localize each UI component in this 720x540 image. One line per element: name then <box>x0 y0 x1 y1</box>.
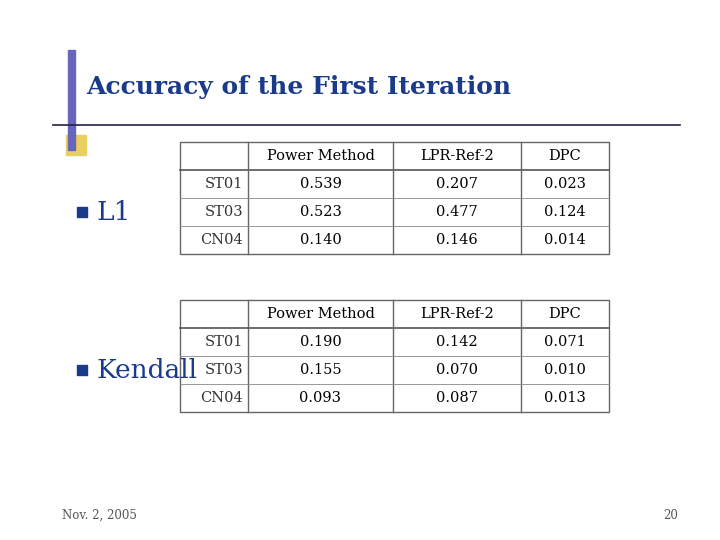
Text: 0.523: 0.523 <box>300 205 341 219</box>
Text: 0.013: 0.013 <box>544 391 586 405</box>
Text: 0.146: 0.146 <box>436 233 478 247</box>
Bar <box>180 142 609 254</box>
Text: ST03: ST03 <box>204 205 243 219</box>
Text: DPC: DPC <box>549 307 581 321</box>
Bar <box>68 50 75 150</box>
Text: CN04: CN04 <box>200 391 243 405</box>
Text: ST03: ST03 <box>204 363 243 377</box>
Text: Kendall: Kendall <box>96 357 197 382</box>
Text: ST01: ST01 <box>204 335 243 349</box>
Text: 0.010: 0.010 <box>544 363 586 377</box>
Text: 0.014: 0.014 <box>544 233 586 247</box>
Text: LPR-Ref-2: LPR-Ref-2 <box>420 307 494 321</box>
Text: 0.087: 0.087 <box>436 391 478 405</box>
Text: LPR-Ref-2: LPR-Ref-2 <box>420 149 494 163</box>
Text: CN04: CN04 <box>200 233 243 247</box>
Text: Accuracy of the First Iteration: Accuracy of the First Iteration <box>86 75 511 99</box>
Text: 0.477: 0.477 <box>436 205 478 219</box>
Bar <box>66 135 86 155</box>
Text: 0.140: 0.140 <box>300 233 341 247</box>
Text: Power Method: Power Method <box>266 307 374 321</box>
Bar <box>77 365 87 375</box>
Text: 0.155: 0.155 <box>300 363 341 377</box>
Text: L1: L1 <box>96 199 130 225</box>
Text: 20: 20 <box>663 509 678 522</box>
Text: 0.190: 0.190 <box>300 335 341 349</box>
Text: 0.023: 0.023 <box>544 177 586 191</box>
Text: 0.142: 0.142 <box>436 335 478 349</box>
Bar <box>180 300 609 412</box>
Text: 0.071: 0.071 <box>544 335 586 349</box>
Text: 0.539: 0.539 <box>300 177 341 191</box>
Text: 0.070: 0.070 <box>436 363 478 377</box>
Text: 0.124: 0.124 <box>544 205 586 219</box>
Text: 0.207: 0.207 <box>436 177 478 191</box>
Text: DPC: DPC <box>549 149 581 163</box>
Text: Power Method: Power Method <box>266 149 374 163</box>
Text: Nov. 2, 2005: Nov. 2, 2005 <box>62 509 137 522</box>
Text: 0.093: 0.093 <box>300 391 341 405</box>
Text: ST01: ST01 <box>204 177 243 191</box>
Bar <box>77 207 87 217</box>
